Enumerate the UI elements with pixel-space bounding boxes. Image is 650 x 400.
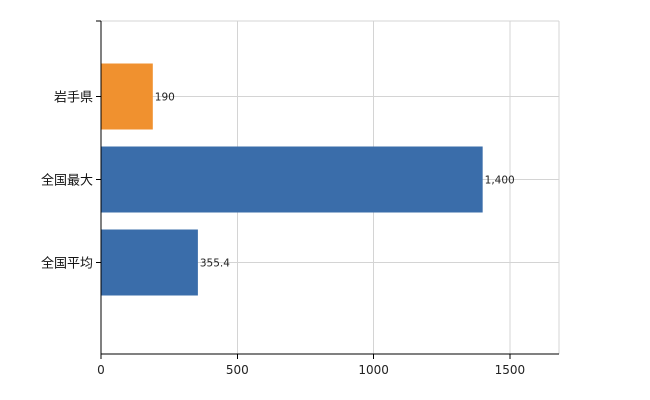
bars — [101, 63, 483, 296]
category-label: 全国平均 — [41, 256, 93, 272]
x-tick-label: 500 — [226, 363, 249, 377]
category-label: 全国最大 — [41, 173, 93, 189]
data-label: 355.4 — [200, 258, 230, 270]
data-label: 1,400 — [485, 175, 515, 187]
x-tick-label: 1500 — [495, 363, 526, 377]
data-label: 190 — [155, 92, 175, 104]
x-axis-ticks: 0 500 1000 1500 — [96, 20, 526, 377]
bar — [101, 146, 483, 213]
x-tick-label: 0 — [97, 363, 105, 377]
bar — [101, 63, 153, 130]
bar — [101, 229, 198, 296]
data-labels: 190 1,400 355.4 — [155, 92, 515, 270]
category-label: 岩手県 — [54, 91, 93, 106]
axes — [100, 21, 559, 355]
x-tick-label: 1000 — [358, 363, 389, 377]
